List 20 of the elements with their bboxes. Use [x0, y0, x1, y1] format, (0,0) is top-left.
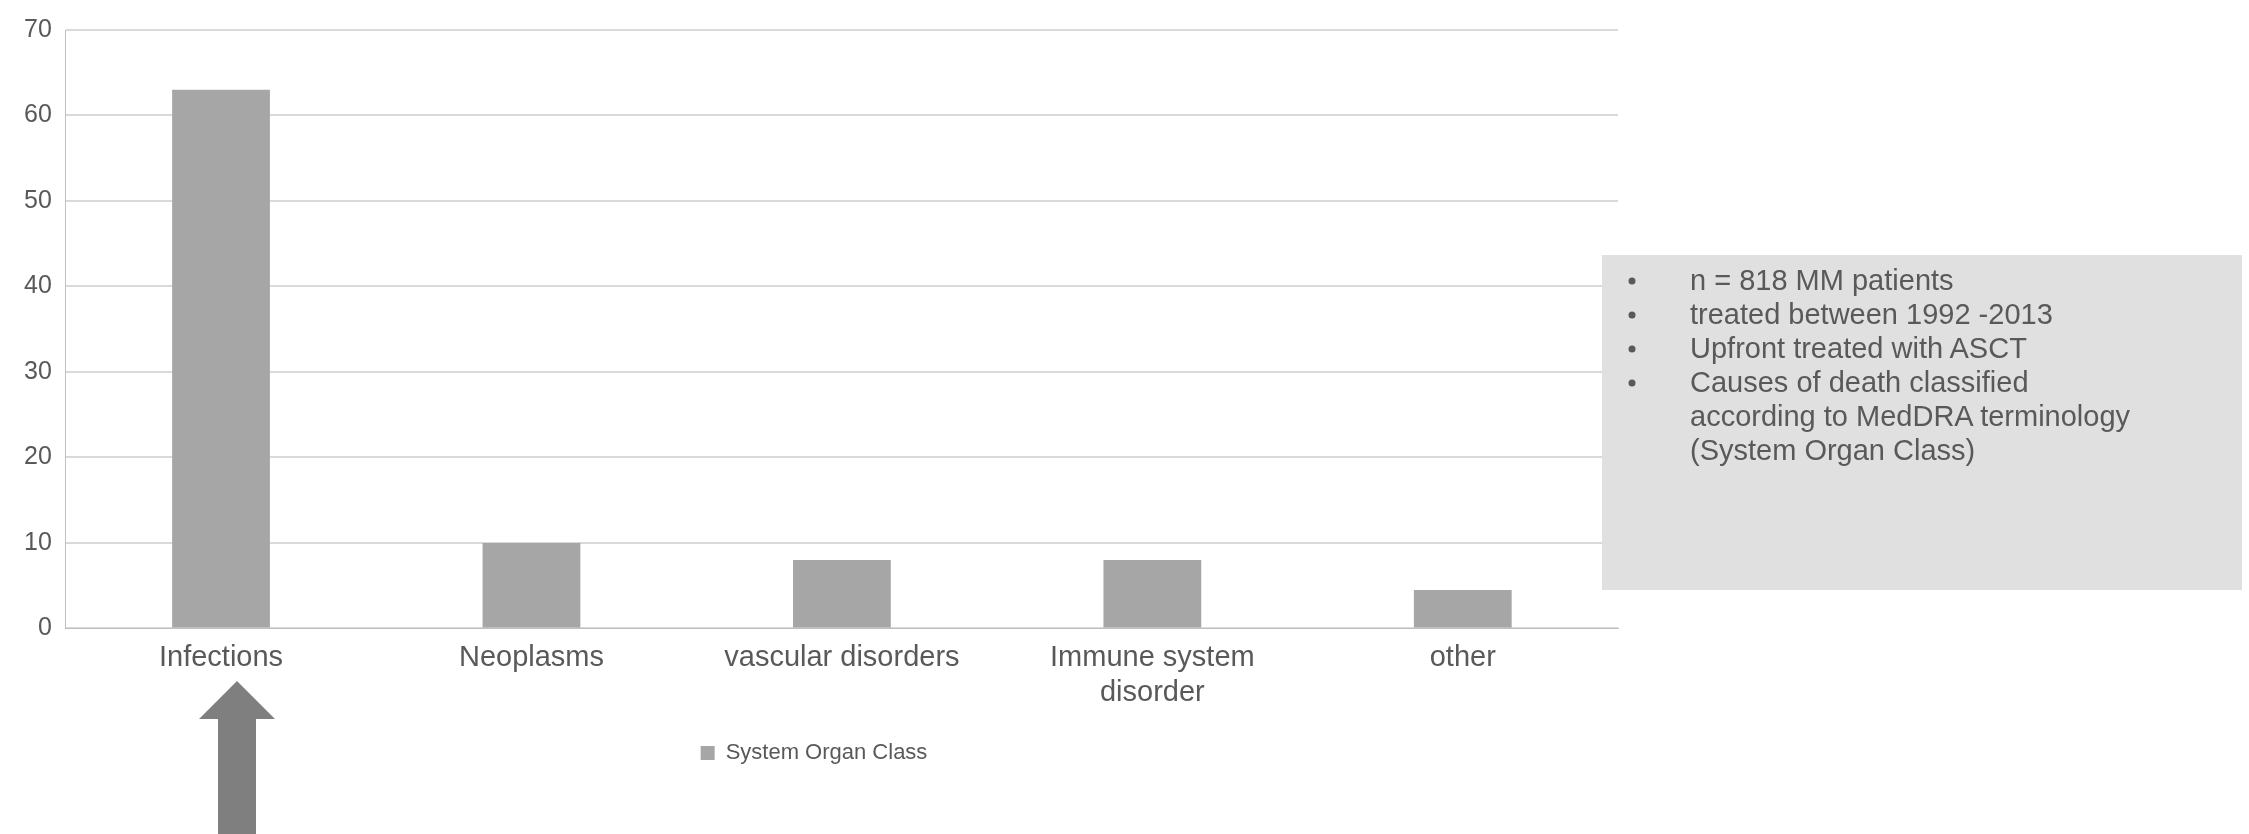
- y-tick-label: 0: [37, 612, 52, 641]
- bar: [1103, 560, 1202, 628]
- bar: [1413, 589, 1512, 628]
- x-tick-label: Neoplasms: [458, 639, 604, 672]
- legend-label: System Organ Class: [725, 739, 928, 765]
- y-tick-label: 30: [24, 355, 52, 384]
- y-tick-label: 20: [24, 441, 52, 470]
- y-tick-label: 40: [24, 270, 52, 299]
- x-tick-label: Infections: [158, 639, 284, 672]
- x-tick-label: Immune system disorder: [1050, 639, 1255, 707]
- y-tick-label: 10: [24, 526, 52, 555]
- y-tick-label: 60: [24, 99, 52, 128]
- x-tick-label: other: [1429, 639, 1497, 672]
- y-tick-label: 50: [24, 184, 52, 213]
- bar: [793, 560, 891, 628]
- note-panel: n = 818 MM patients treated between 1992 -2013 Upfront treated with ASCT Causes of death classified according to MedDRA terminology (System Organ Class): [1602, 255, 2242, 590]
- bar: [482, 542, 581, 628]
- x-tick-label: vascular disorders: [724, 639, 960, 672]
- bar: [172, 89, 270, 628]
- y-tick-label: 70: [24, 13, 52, 42]
